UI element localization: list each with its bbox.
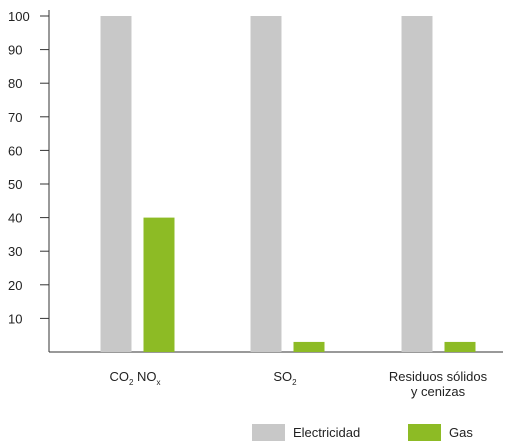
category-label-co2-nox: CO2 NOx: [109, 369, 160, 387]
y-tick-label-60: 60: [8, 143, 22, 158]
legend-swatch-electricidad: [252, 424, 285, 441]
bar-gas-cat1: [293, 341, 325, 352]
y-tick-label-40: 40: [8, 211, 22, 226]
bar-gas-cat2: [444, 341, 476, 352]
bar-electricidad-cat2: [401, 16, 433, 352]
legend-label-gas: Gas: [449, 425, 473, 440]
category-label-so2: SO2: [273, 369, 297, 387]
legend-swatch-gas: [408, 424, 441, 441]
y-tick-label-70: 70: [8, 110, 22, 125]
y-tick-label-30: 30: [8, 244, 22, 259]
y-axis-ticks: 10 20 30 40 50 60 70 80 90 100: [8, 9, 49, 326]
y-tick-label-90: 90: [8, 43, 22, 58]
category-label-residuos-line1: Residuos sólidos: [389, 369, 488, 384]
bar-electricidad-cat1: [250, 16, 282, 352]
y-tick-label-10: 10: [8, 311, 22, 326]
bars-group: [100, 16, 476, 352]
legend-label-electricidad: Electricidad: [293, 425, 360, 440]
category-label-residuos-line2: y cenizas: [411, 384, 466, 399]
y-tick-label-50: 50: [8, 177, 22, 192]
bar-electricidad-cat0: [100, 16, 132, 352]
y-tick-label-80: 80: [8, 76, 22, 91]
y-tick-label-100: 100: [8, 9, 30, 24]
y-tick-label-20: 20: [8, 278, 22, 293]
bar-gas-cat0: [143, 217, 175, 352]
